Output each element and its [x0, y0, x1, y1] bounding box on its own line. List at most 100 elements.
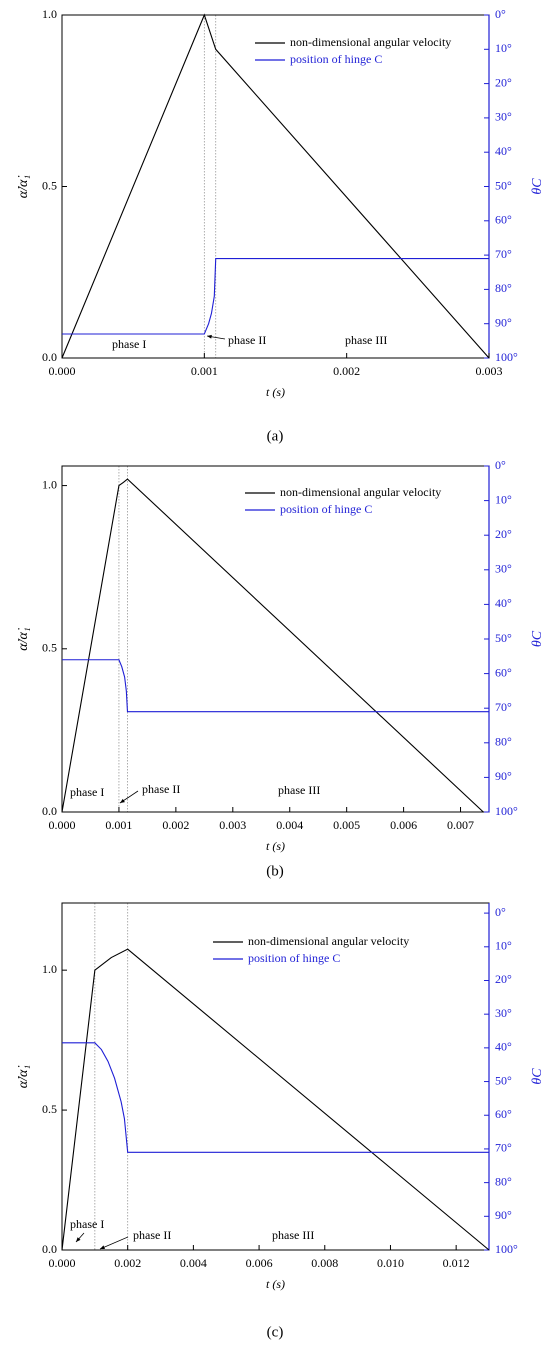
plot-frame	[61, 14, 490, 359]
y2-tick-label: 70°	[495, 1141, 512, 1155]
y2-tick-label: 0°	[495, 905, 506, 919]
y2-tick-label: 60°	[495, 1107, 512, 1121]
y2-tick-label: 50°	[495, 1073, 512, 1087]
x-tick-label: 0.000	[49, 364, 76, 378]
legend-label: position of hinge C	[248, 951, 340, 965]
data-line	[61, 478, 484, 813]
x-tick-label: 0.010	[377, 1256, 404, 1270]
y2-tick-label: 10°	[495, 939, 512, 953]
y2-tick-label: 40°	[495, 596, 512, 610]
y2-tick-label: 90°	[495, 315, 512, 329]
x-tick-label: 0.006	[390, 818, 417, 832]
y2-tick-label: 30°	[495, 1006, 512, 1020]
data-line	[61, 948, 490, 1251]
legend-label: non-dimensional angular velocity	[280, 485, 441, 499]
phase-label: phase III	[345, 333, 387, 347]
y2-tick-label: 60°	[495, 213, 512, 227]
arrow-head	[76, 1237, 81, 1242]
y2-tick-label: 20°	[495, 527, 512, 541]
y-tick-label: 0.5	[42, 178, 57, 192]
y-axis-label: α̇/α̇₁	[16, 627, 31, 650]
x-tick-label: 0.002	[114, 1256, 141, 1270]
x-axis-label: t (s)	[266, 1277, 285, 1291]
y-tick-label: 1.0	[42, 962, 57, 976]
y2-tick-label: 0°	[495, 458, 506, 472]
y-tick-label: 0.5	[42, 641, 57, 655]
y-axis-label: α̇/α̇₁	[16, 175, 31, 198]
y2-tick-label: 30°	[495, 562, 512, 576]
data-line	[62, 1042, 489, 1153]
y-tick-label: 1.0	[42, 7, 57, 21]
legend-label: non-dimensional angular velocity	[290, 35, 451, 49]
x-tick-label: 0.006	[246, 1256, 273, 1270]
phase-label: phase II	[228, 333, 266, 347]
phase-label: phase III	[272, 1228, 314, 1242]
plot-frame	[61, 465, 490, 813]
arrow-head	[120, 798, 125, 803]
legend-label: position of hinge C	[290, 52, 382, 66]
x-tick-label: 0.000	[49, 818, 76, 832]
y2-tick-label: 10°	[495, 41, 512, 55]
y2-axis-label: θC	[530, 178, 545, 195]
y2-tick-label: 20°	[495, 972, 512, 986]
y2-tick-label: 90°	[495, 1208, 512, 1222]
y2-tick-label: 100°	[495, 350, 518, 364]
y2-tick-label: 60°	[495, 665, 512, 679]
y2-tick-label: 90°	[495, 769, 512, 783]
y2-tick-label: 70°	[495, 247, 512, 261]
y-tick-label: 0.0	[42, 350, 57, 364]
x-tick-label: 0.004	[180, 1256, 207, 1270]
y2-tick-label: 80°	[495, 735, 512, 749]
x-tick-label: 0.001	[191, 364, 218, 378]
y2-tick-label: 70°	[495, 700, 512, 714]
y-tick-label: 0.0	[42, 1242, 57, 1256]
arrow-head	[207, 334, 212, 339]
y2-tick-label: 50°	[495, 178, 512, 192]
y2-tick-label: 40°	[495, 1040, 512, 1054]
caption: (a)	[267, 428, 284, 444]
y2-tick-label: 80°	[495, 281, 512, 295]
caption: (b)	[266, 863, 284, 879]
x-tick-label: 0.001	[105, 818, 132, 832]
x-tick-label: 0.004	[276, 818, 303, 832]
x-tick-label: 0.002	[162, 818, 189, 832]
phase-label: phase II	[133, 1228, 171, 1242]
phase-label: phase I	[70, 1217, 104, 1231]
phase-label: phase I	[70, 785, 104, 799]
x-axis-label: t (s)	[266, 839, 285, 853]
phase-label: phase II	[142, 782, 180, 796]
x-tick-label: 0.003	[219, 818, 246, 832]
legend-label: position of hinge C	[280, 502, 372, 516]
y-tick-label: 0.5	[42, 1102, 57, 1116]
x-tick-label: 0.000	[49, 1256, 76, 1270]
x-tick-label: 0.003	[476, 364, 503, 378]
y2-axis-label: θC	[530, 1068, 545, 1085]
x-tick-label: 0.008	[311, 1256, 338, 1270]
y-tick-label: 1.0	[42, 477, 57, 491]
phase-label: phase III	[278, 783, 320, 797]
data-line	[62, 257, 489, 335]
y2-axis-label: θC	[530, 630, 545, 647]
x-tick-label: 0.007	[447, 818, 474, 832]
x-tick-label: 0.012	[443, 1256, 470, 1270]
arrow-shaft	[99, 1236, 129, 1250]
data-line	[62, 659, 489, 713]
legend-label: non-dimensional angular velocity	[248, 934, 409, 948]
caption: (c)	[267, 1324, 284, 1340]
y-axis-label: α̇/α̇₁	[16, 1065, 31, 1088]
x-axis-label: t (s)	[266, 385, 285, 399]
arrow-head	[100, 1245, 105, 1249]
y2-tick-label: 0°	[495, 7, 506, 21]
phase-label: phase I	[112, 337, 146, 351]
x-tick-label: 0.002	[333, 364, 360, 378]
y2-tick-label: 20°	[495, 75, 512, 89]
y-tick-label: 0.0	[42, 804, 57, 818]
y2-tick-label: 100°	[495, 1242, 518, 1256]
x-tick-label: 0.005	[333, 818, 360, 832]
y2-tick-label: 50°	[495, 631, 512, 645]
y2-tick-label: 40°	[495, 144, 512, 158]
y2-tick-label: 30°	[495, 110, 512, 124]
y2-tick-label: 100°	[495, 804, 518, 818]
